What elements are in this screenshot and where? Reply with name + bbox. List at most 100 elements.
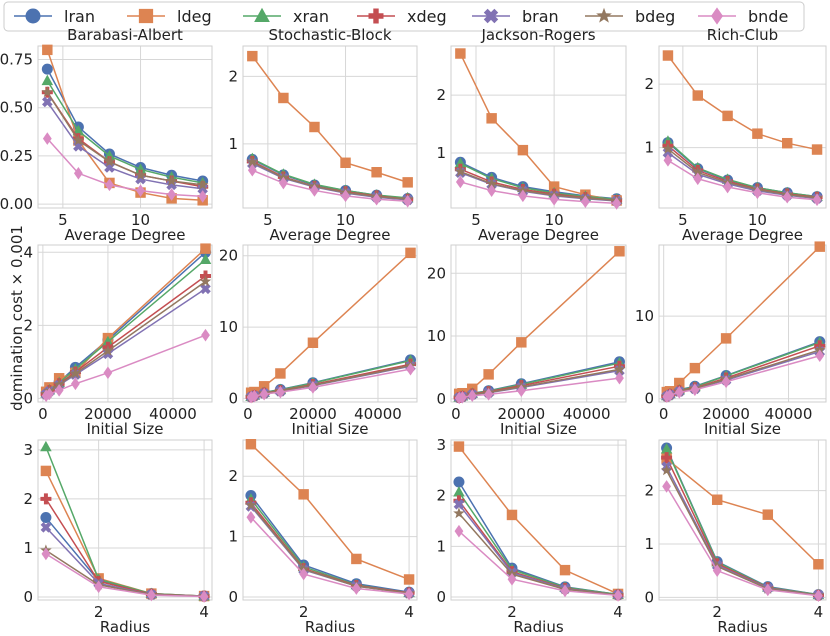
series-lran (662, 137, 823, 203)
series-line-bnde (45, 334, 206, 397)
y-tick-label: 0 (23, 588, 33, 606)
y-tick-label: 0 (228, 588, 238, 606)
data-point-bnde (41, 547, 51, 561)
panel-3-3: 2 4 0 1 2 3 Radius (436, 436, 627, 636)
x-tick-label: 40000 (354, 405, 402, 423)
data-point-ldeg (275, 368, 286, 379)
data-point-bnde (259, 387, 269, 401)
data-point-bnde (246, 510, 256, 524)
data-point-xran (72, 124, 85, 136)
panel-title: Barabasi-Albert (67, 26, 183, 44)
x-tick-label: 40000 (149, 405, 197, 423)
data-point-bdeg (814, 343, 826, 355)
y-tick-label: 2 (644, 482, 654, 500)
data-point-ldeg (813, 559, 824, 570)
data-point-bnde (812, 193, 822, 207)
series-bdeg (41, 86, 209, 190)
x-tick-label: 10 (545, 211, 564, 229)
data-point-bnde (560, 584, 570, 598)
data-point-bran (453, 499, 465, 510)
series-line-bran (250, 505, 410, 595)
series-bdeg (40, 275, 212, 399)
legend-item-bran: bran (472, 7, 559, 26)
y-tick-label: 20 (219, 247, 238, 265)
data-point-ldeg (722, 110, 733, 122)
x-tick-label: 4 (404, 603, 414, 621)
series-line-bdeg (458, 512, 619, 596)
data-point-bnde (487, 184, 497, 197)
y-tick-label: 2 (436, 86, 446, 104)
series-line-bran (251, 162, 408, 201)
x-tick-label: 5 (58, 211, 68, 229)
data-point-bnde (278, 176, 288, 190)
y-tick-label: 10 (635, 307, 654, 325)
series-line-ldeg (459, 250, 620, 395)
x-tick-label: 2 (507, 603, 517, 621)
data-point-bnde (663, 154, 673, 167)
data-point-bnde (94, 580, 104, 594)
data-point-bran (42, 96, 53, 108)
series-line-bran (46, 101, 203, 190)
x-tick-label: 20000 (289, 405, 337, 423)
y-tick-label: 0 (644, 390, 654, 408)
data-point-bdeg (454, 165, 467, 177)
series-line-bnde (252, 169, 408, 202)
series-line-xran (46, 80, 203, 184)
legend-marker-bdeg (596, 7, 612, 23)
series-xran (41, 74, 209, 188)
data-point-bnde (753, 186, 762, 200)
data-point-ldeg (662, 50, 674, 61)
data-point-bdeg (41, 86, 54, 98)
data-point-bnde (351, 582, 361, 595)
data-point-xran (199, 253, 212, 265)
data-point-ldeg (720, 333, 732, 344)
series-line-bdeg (667, 148, 818, 199)
series-bnde (662, 480, 823, 603)
data-point-ldeg (516, 337, 527, 348)
data-point-bnde (518, 189, 528, 203)
x-tick-label: 5 (678, 211, 688, 229)
data-point-ldeg (245, 439, 257, 450)
axes-frame (37, 45, 213, 209)
x-tick-label: 2 (712, 603, 722, 621)
x-axis-label: Initial Size (704, 420, 781, 438)
data-point-ldeg (351, 553, 362, 565)
x-tick-label: 20000 (84, 405, 132, 423)
x-tick-label: 10 (336, 211, 355, 229)
series-ldeg (661, 453, 824, 570)
legend-item-bdeg: bdeg (585, 7, 675, 26)
data-point-ldeg (258, 381, 270, 392)
data-point-lran (40, 512, 52, 524)
series-line-bdeg (250, 504, 410, 595)
data-point-ldeg (486, 113, 497, 124)
series-bdeg (246, 156, 414, 205)
data-point-bran (40, 522, 52, 533)
legend-label-bdeg: bdeg (635, 7, 675, 26)
series-ldeg (245, 439, 415, 585)
data-point-bnde (199, 590, 209, 603)
panel-2-2: 0 20000 40000 0 10 20 Initial Size (219, 244, 418, 438)
axes-frame (242, 45, 418, 209)
data-point-bnde (404, 587, 414, 601)
data-point-bnde (105, 178, 114, 192)
panel-2-3: 0 20000 40000 0 10 20 Initial Size (427, 244, 627, 438)
series-bdeg (40, 544, 210, 601)
legend-marker-bran (483, 8, 499, 24)
series-line-bdeg (45, 549, 205, 597)
series-line-lran (458, 481, 619, 596)
series-bran (662, 147, 823, 204)
data-point-bnde (341, 189, 350, 203)
data-point-bdeg (134, 169, 147, 181)
data-point-ldeg (506, 509, 518, 521)
x-axis-label: Initial Size (291, 420, 368, 438)
y-tick-label: 1 (436, 537, 446, 555)
x-axis-label: Initial Size (86, 420, 163, 438)
series-ldeg (247, 50, 413, 188)
data-point-xdeg (40, 493, 52, 505)
data-point-ldeg (548, 181, 560, 192)
series-xran (40, 440, 210, 601)
series-line-bdeg (45, 280, 206, 395)
data-point-ldeg (689, 362, 701, 374)
y-tick-label: 2 (23, 490, 33, 508)
